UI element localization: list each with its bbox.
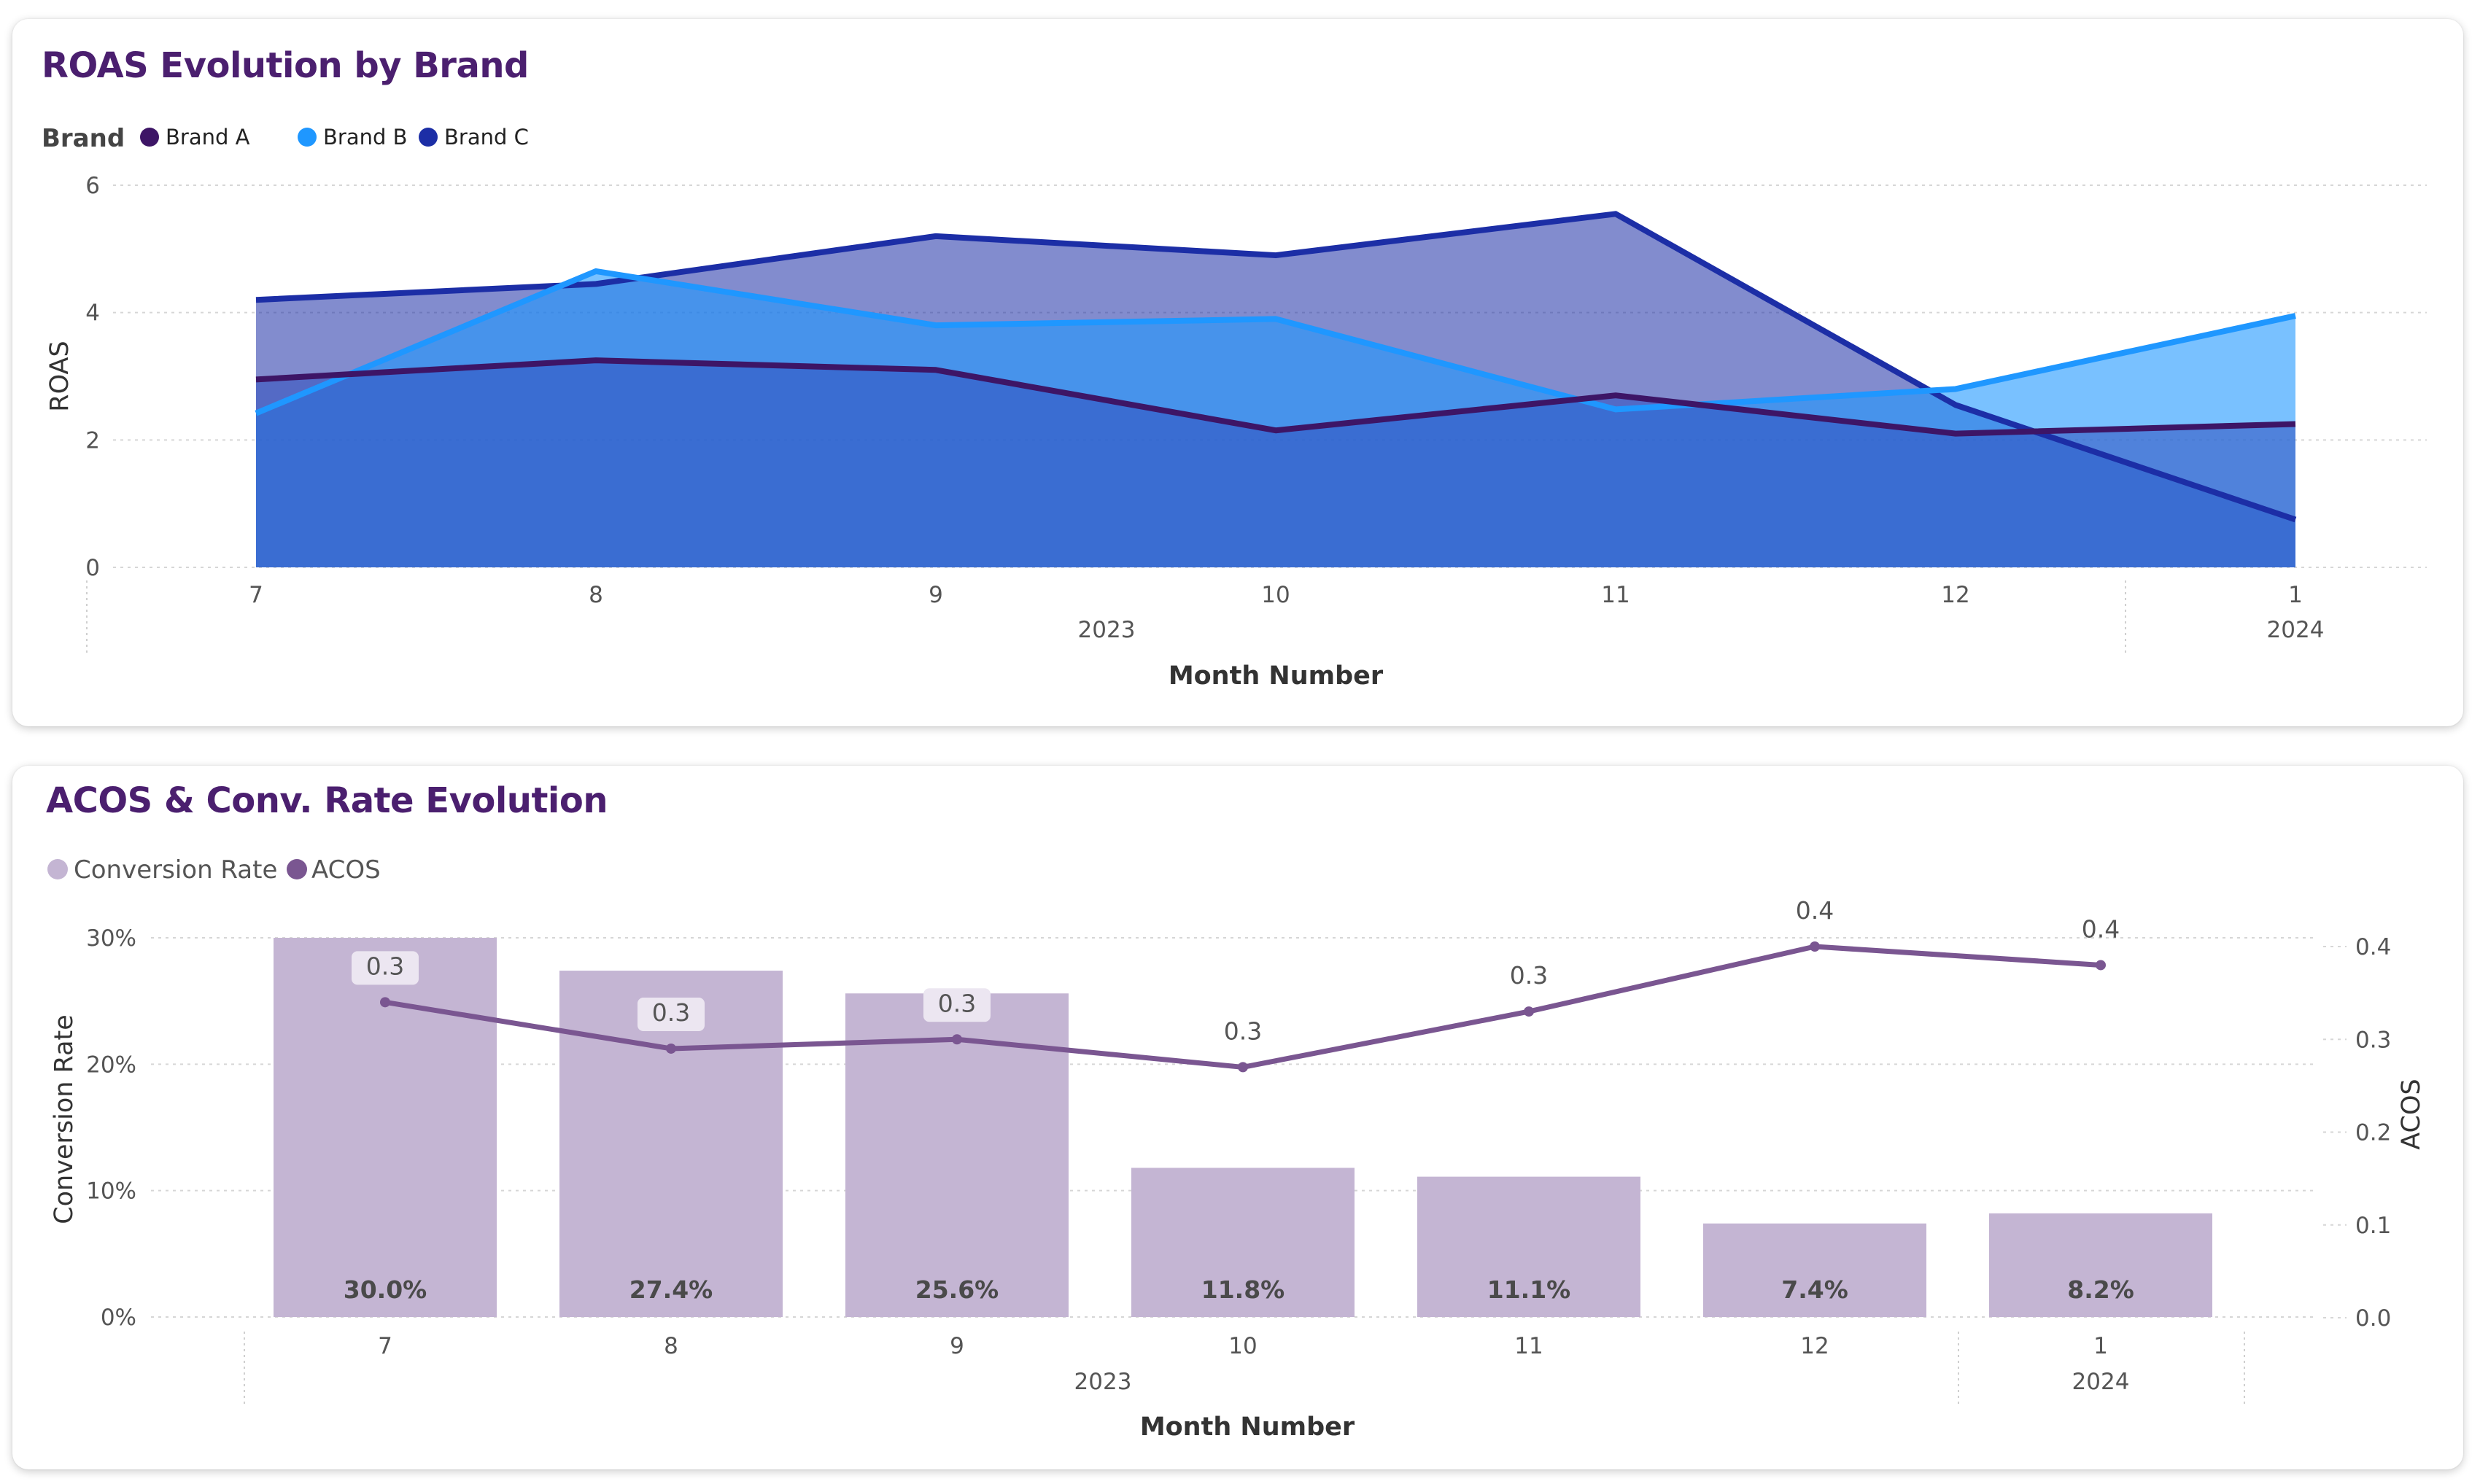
- acos-combo-chart: 0% 10% 20% 30% 0.0 0.1 0.2 0.3 0.4 Conversion Rat…: [47, 855, 2426, 1442]
- bar-data-label: 7.4%: [1781, 1275, 1848, 1304]
- roas-area-chart: 0 2 4 6 Brand Brand A Brand B Brand C 7 8 9 10 11 12 1…: [42, 124, 2427, 691]
- x-tick-label: 11: [1601, 582, 1630, 608]
- roas-chart-title: ROAS Evolution by Brand: [42, 45, 529, 86]
- acos-point: [2096, 960, 2106, 971]
- bar-data-label: 30.0%: [344, 1275, 427, 1304]
- acos-point: [1810, 941, 1820, 952]
- legend-marker: [140, 128, 159, 147]
- legend-marker: [287, 859, 307, 879]
- x-year-label: 2023: [1078, 617, 1136, 643]
- line-brand-a: [255, 357, 2296, 437]
- y-tick-label: 20%: [86, 1052, 136, 1078]
- bar: [1703, 1223, 1926, 1317]
- x-tick-label: 7: [249, 582, 263, 608]
- x-year-label: 2023: [1074, 1369, 1132, 1395]
- acos-data-label: 0.4: [1796, 896, 1834, 925]
- x-tick-label: 8: [664, 1333, 678, 1359]
- y2-tick-label: 0.0: [2355, 1305, 2391, 1332]
- y2-tick-label: 0.2: [2355, 1120, 2391, 1146]
- acos-data-label: 0.3: [652, 998, 690, 1027]
- y-tick-label: 0: [85, 555, 100, 581]
- bar-data-label: 25.6%: [915, 1275, 999, 1304]
- x-tick-label: 11: [1514, 1333, 1543, 1359]
- legend-marker: [419, 128, 438, 147]
- acos-point: [380, 997, 390, 1008]
- line-brand-c: [255, 211, 2297, 523]
- bar-data-label: 11.8%: [1201, 1275, 1285, 1304]
- y2-axis-title: ACOS: [2397, 1079, 2426, 1150]
- x-tick-label: 10: [1261, 582, 1290, 608]
- bar: [1131, 1168, 1355, 1317]
- legend-marker: [298, 128, 317, 147]
- x-tick-label: 9: [929, 582, 943, 608]
- x-tick-label: 8: [589, 582, 603, 608]
- acos-data-label: 0.3: [938, 989, 976, 1017]
- x-axis-title: Month Number: [1140, 1413, 1355, 1442]
- x-axis-title: Month Number: [1169, 661, 1384, 691]
- acos-data-label: 0.3: [1510, 961, 1548, 990]
- y-tick-label: 4: [85, 300, 100, 327]
- bar-data-label: 27.4%: [629, 1275, 713, 1304]
- legend-item-label: Brand C: [444, 125, 529, 149]
- y-tick-label: 2: [85, 427, 100, 454]
- acos-data-label: 0.4: [2082, 914, 2120, 943]
- x-tick-label: 12: [1800, 1333, 1829, 1359]
- x-year-label: 2024: [2267, 617, 2325, 643]
- x-tick-label: 1: [2093, 1333, 2108, 1359]
- bar-data-label: 11.1%: [1487, 1275, 1571, 1304]
- acos-data-label: 0.3: [366, 952, 404, 980]
- bar: [274, 938, 497, 1317]
- x-tick-label: 9: [950, 1333, 964, 1359]
- y-tick-label: 0%: [101, 1305, 136, 1331]
- x-tick-label: 1: [2288, 582, 2303, 608]
- legend-item-label: Brand B: [323, 125, 408, 149]
- bar: [1417, 1176, 1640, 1317]
- acos-point: [1524, 1006, 1534, 1017]
- acos-label-bg: [638, 997, 705, 1031]
- acos-chart-title: ACOS & Conv. Rate Evolution: [46, 780, 608, 821]
- y-tick-label: 6: [85, 173, 100, 199]
- y2-tick-label: 0.4: [2355, 934, 2391, 960]
- legend-marker: [47, 859, 68, 879]
- line-brand-b: [255, 268, 2296, 416]
- y2-tick-label: 0.3: [2355, 1027, 2391, 1053]
- legend-item-label: Conversion Rate: [74, 855, 277, 885]
- y-tick-label: 30%: [86, 925, 136, 952]
- acos-point: [952, 1034, 962, 1045]
- y-axis-title: ROAS: [45, 341, 74, 411]
- legend-title: Brand: [42, 124, 125, 153]
- area-brand-a: [256, 360, 2295, 567]
- acos-label-bg: [923, 988, 991, 1022]
- roas-chart-card: ROAS Evolution by Brand 0 2 4 6 Brand Brand A…: [12, 19, 2463, 726]
- bar: [1989, 1213, 2212, 1317]
- x-tick-label: 12: [1941, 582, 1969, 608]
- y-tick-label: 10%: [86, 1178, 136, 1205]
- acos-label-bg: [352, 951, 419, 985]
- legend-item-label: Brand A: [166, 125, 250, 149]
- x-year-label: 2024: [2072, 1369, 2130, 1395]
- y2-tick-label: 0.1: [2355, 1213, 2391, 1239]
- bar-data-label: 8.2%: [2067, 1275, 2134, 1304]
- x-tick-label: 10: [1228, 1333, 1257, 1359]
- acos-data-label: 0.3: [1224, 1017, 1262, 1045]
- acos-point: [666, 1043, 676, 1054]
- y-axis-title: Conversion Rate: [50, 1014, 79, 1224]
- acos-point: [1238, 1062, 1248, 1073]
- x-tick-label: 7: [378, 1333, 392, 1359]
- acos-chart-card: ACOS & Conv. Rate Evolution 0% 10% 20% 30% 0…: [12, 766, 2463, 1469]
- legend-item-label: ACOS: [311, 855, 381, 885]
